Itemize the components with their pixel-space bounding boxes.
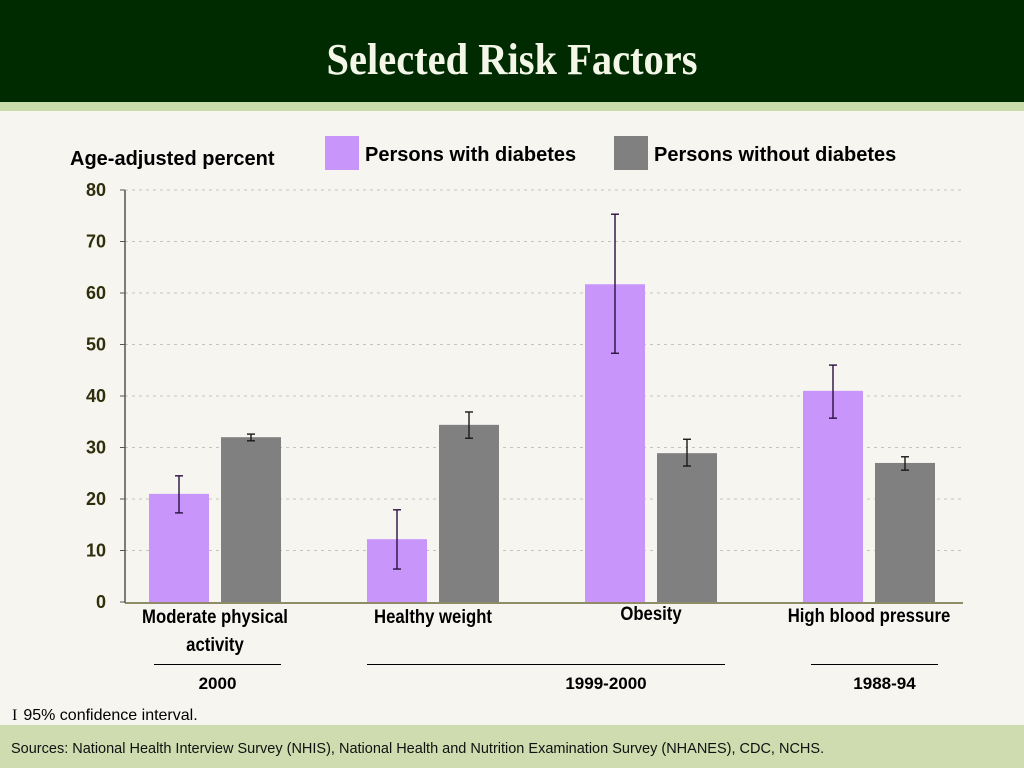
period-bracket-line [367,664,725,665]
error-bar [829,364,837,419]
bar-without-diabetes [439,424,499,602]
bars [149,284,935,602]
footer: Sources: National Health Interview Surve… [0,725,1024,768]
period-label: 1999-2000 [565,674,647,693]
error-bar [901,456,909,471]
bar-without-diabetes [875,462,935,602]
x-category-label: Obesity [554,601,748,629]
x-category-label: High blood pressure [772,603,966,631]
y-tick-label: 0 [96,592,106,612]
period-bracket-line [811,664,938,665]
y-tick-label: 20 [86,489,106,509]
ci-note-text: 95% confidence interval. [23,707,198,724]
bar-with-diabetes [803,390,863,602]
y-axis-label: Age-adjusted percent [70,148,275,170]
y-tick-label: 10 [86,541,106,561]
error-bar [175,475,183,514]
period-label: 2000 [198,674,237,693]
sources-text: Sources: National Health Interview Surve… [11,741,825,757]
title-bar: Selected Risk Factors [0,0,1024,102]
x-category-label: Healthy weight [336,604,530,632]
error-bar [393,509,401,570]
error-bars [175,213,909,570]
error-bar [247,433,255,442]
error-bar [683,438,691,467]
y-tick-label: 60 [86,283,106,303]
period-bracket-line [154,664,281,665]
x-category-label-line: activity [186,635,244,656]
x-category-label: Moderate physical activity [118,604,312,660]
period-label: 1988-94 [853,674,916,693]
header-divider [0,102,1024,111]
chart-title: Selected Risk Factors [326,35,698,84]
y-tick-label: 50 [86,335,106,355]
bar-without-diabetes [657,453,717,602]
x-category-label-line: Healthy weight [373,607,492,628]
error-bar [465,411,473,439]
legend-swatch-without-diabetes [614,136,648,170]
confidence-interval-note: I 95% confidence interval. [12,707,198,725]
x-category-label-line: Moderate physical [142,607,288,628]
legend-label: Persons with diabetes [365,144,577,166]
error-bar [611,213,619,354]
legend-swatch-with-diabetes [325,136,359,170]
x-category-label-line: Obesity [620,604,682,625]
y-tick-label: 70 [86,232,106,252]
bar-without-diabetes [221,437,281,602]
y-tick-label: 30 [86,438,106,458]
y-tick-label: 40 [86,386,106,406]
legend-label: Persons without diabetes [654,144,897,166]
y-tick-label: 80 [86,180,106,200]
x-category-label-line: High blood pressure [787,606,951,627]
y-axis-ticks: 0 10 20 30 40 50 60 70 80 [86,180,125,612]
error-bar-icon: I [12,707,18,724]
